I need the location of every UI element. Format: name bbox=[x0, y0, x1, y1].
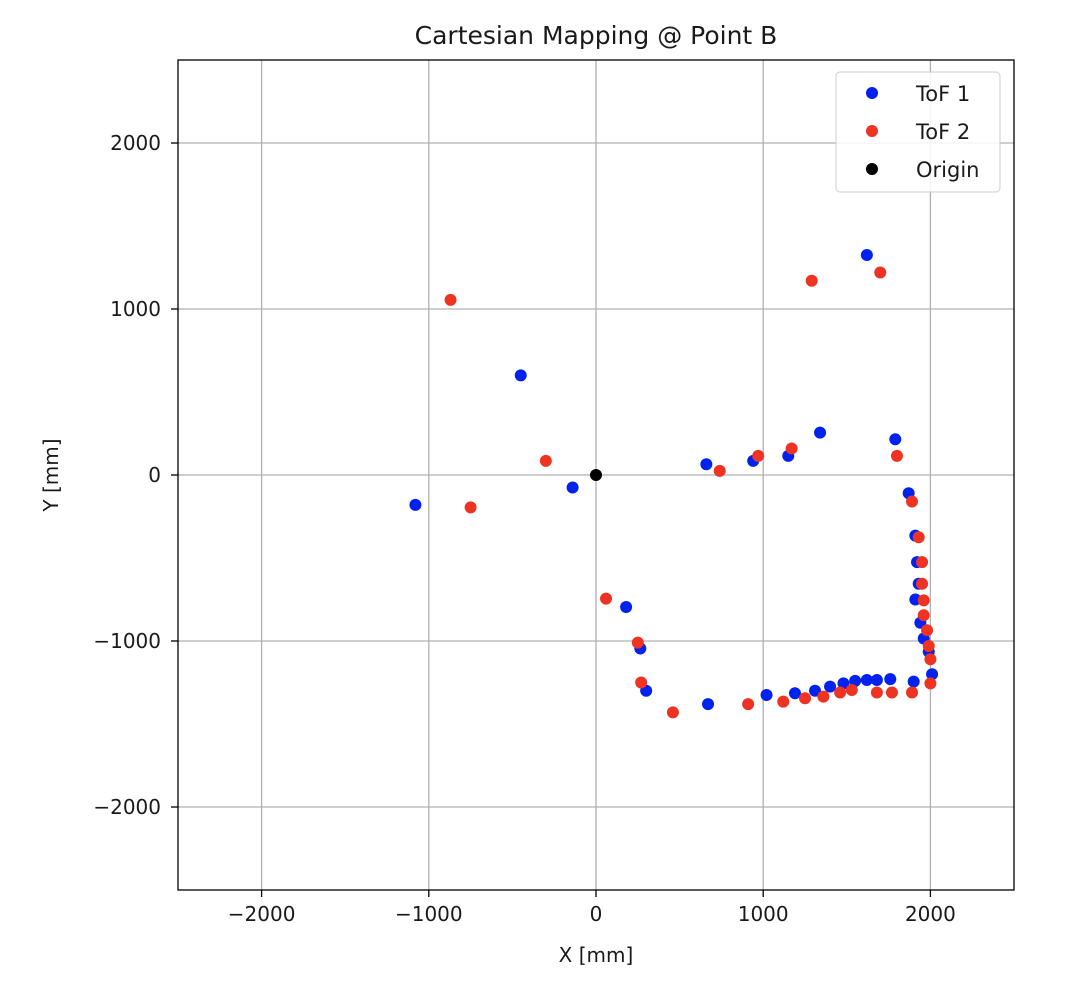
data-point bbox=[870, 686, 883, 699]
y-tick-label: 0 bbox=[148, 463, 161, 487]
data-point bbox=[824, 680, 837, 693]
x-tick-label: −2000 bbox=[228, 902, 296, 926]
x-tick-label: −1000 bbox=[395, 902, 463, 926]
legend-items: ToF 1 ToF 2 Origin bbox=[866, 82, 979, 182]
data-point bbox=[444, 293, 457, 306]
data-point bbox=[922, 639, 935, 652]
data-point bbox=[590, 469, 602, 481]
legend-label: ToF 1 bbox=[915, 82, 970, 106]
data-point bbox=[409, 498, 422, 511]
data-point bbox=[799, 692, 811, 705]
data-point bbox=[845, 683, 858, 696]
data-point bbox=[926, 668, 939, 681]
y-tick-label: 2000 bbox=[110, 131, 161, 155]
data-point bbox=[907, 675, 920, 688]
legend-marker bbox=[866, 87, 878, 99]
data-point bbox=[834, 686, 847, 699]
data-point bbox=[860, 674, 873, 687]
data-point bbox=[885, 686, 898, 699]
legend-label: Origin bbox=[916, 158, 979, 182]
data-point bbox=[916, 577, 929, 590]
data-points bbox=[409, 249, 939, 719]
data-point bbox=[785, 442, 798, 455]
data-point bbox=[713, 464, 726, 477]
data-point bbox=[870, 674, 883, 687]
data-point bbox=[805, 274, 818, 287]
data-point bbox=[620, 600, 633, 613]
y-tick-label: 1000 bbox=[110, 297, 161, 321]
data-point bbox=[760, 688, 773, 701]
data-point bbox=[788, 687, 801, 700]
data-point bbox=[539, 454, 552, 467]
data-point bbox=[890, 449, 903, 462]
legend-marker bbox=[866, 163, 878, 175]
data-point bbox=[700, 458, 713, 471]
data-point bbox=[916, 556, 929, 569]
data-point bbox=[752, 449, 765, 462]
x-tick-label: 2000 bbox=[905, 902, 956, 926]
data-point bbox=[906, 495, 919, 508]
data-point bbox=[924, 677, 937, 690]
legend-item: Origin bbox=[866, 158, 979, 182]
data-point bbox=[817, 690, 830, 703]
data-point bbox=[566, 481, 579, 494]
series-origin bbox=[590, 469, 602, 481]
data-point bbox=[742, 698, 755, 711]
data-point bbox=[814, 426, 827, 439]
data-point bbox=[809, 684, 822, 697]
data-point bbox=[849, 674, 862, 687]
axis-ticks: −2000 −1000 0 1000 2000 −2000 −1000 0 1000 2000 bbox=[93, 131, 956, 926]
legend-marker bbox=[866, 125, 878, 137]
data-point bbox=[464, 501, 477, 514]
data-point bbox=[874, 266, 887, 279]
series-tof-2 bbox=[444, 266, 937, 719]
data-point bbox=[917, 609, 930, 622]
x-tick-label: 1000 bbox=[738, 902, 789, 926]
data-point bbox=[906, 686, 919, 699]
legend-item: ToF 2 bbox=[866, 120, 970, 144]
data-point bbox=[635, 676, 648, 689]
data-point bbox=[884, 673, 897, 686]
data-point bbox=[666, 706, 679, 719]
data-point bbox=[924, 653, 937, 666]
x-tick-label: 0 bbox=[590, 902, 603, 926]
legend-label: ToF 2 bbox=[915, 120, 970, 144]
y-tick-label: −1000 bbox=[93, 629, 161, 653]
legend-frame bbox=[835, 71, 1001, 193]
data-point bbox=[912, 531, 925, 544]
chart-title: Cartesian Mapping @ Point B bbox=[415, 21, 778, 50]
data-point bbox=[860, 249, 873, 262]
data-point bbox=[921, 624, 934, 637]
data-point bbox=[889, 433, 902, 446]
data-point bbox=[777, 695, 790, 708]
data-point bbox=[702, 698, 715, 711]
data-point bbox=[514, 369, 527, 382]
data-point bbox=[631, 636, 644, 649]
x-axis-title: X [mm] bbox=[559, 943, 634, 967]
data-point bbox=[917, 594, 930, 607]
data-point bbox=[837, 677, 850, 690]
y-tick-label: −2000 bbox=[93, 795, 161, 819]
y-axis-title: Y [mm] bbox=[39, 438, 63, 512]
data-point bbox=[600, 592, 613, 605]
legend: ToF 1 ToF 2 Origin bbox=[835, 71, 1001, 193]
legend-item: ToF 1 bbox=[866, 82, 970, 106]
